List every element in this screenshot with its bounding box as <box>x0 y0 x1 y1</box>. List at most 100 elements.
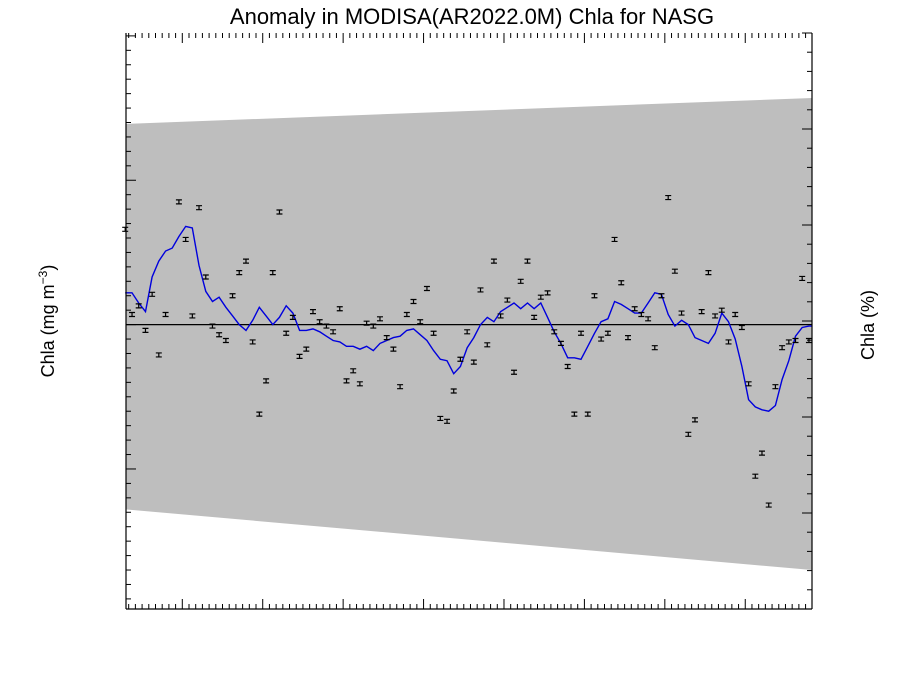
data-point <box>618 280 625 286</box>
data-point <box>544 290 551 296</box>
y-axis-left-label: Chla (mg m−3) <box>36 265 58 378</box>
data-point <box>135 303 142 309</box>
data-point <box>651 345 658 351</box>
data-point <box>189 313 196 319</box>
data-point <box>624 335 631 341</box>
data-point <box>276 209 283 215</box>
data-point <box>517 278 524 284</box>
data-point <box>350 368 357 374</box>
y-axis-left-label-superscript: −3 <box>36 270 50 284</box>
data-point <box>671 268 678 274</box>
data-point <box>785 339 792 345</box>
data-point <box>363 320 370 326</box>
data-point <box>343 378 350 384</box>
data-point <box>202 274 209 280</box>
data-point <box>584 411 591 417</box>
data-point <box>645 316 652 322</box>
data-point <box>685 431 692 437</box>
data-point <box>383 335 390 341</box>
data-point <box>557 340 564 346</box>
data-point <box>470 359 477 365</box>
data-point <box>571 411 578 417</box>
data-point <box>484 342 491 348</box>
data-point <box>129 311 136 318</box>
data-point <box>242 258 249 264</box>
y-axis-right-label: Chla (%) <box>858 290 878 360</box>
data-point <box>437 415 444 422</box>
data-point <box>390 346 397 352</box>
data-point <box>296 353 303 359</box>
data-point <box>430 330 437 336</box>
data-point <box>457 356 464 362</box>
data-point <box>738 324 745 331</box>
data-point <box>249 339 256 345</box>
data-point <box>376 316 383 322</box>
data-point <box>370 323 377 329</box>
data-point <box>142 327 149 333</box>
svg-text:Chla (mg m−3): Chla (mg m−3) <box>36 265 58 378</box>
data-point <box>718 307 725 313</box>
data-point <box>792 337 799 344</box>
series-line <box>125 225 812 412</box>
svg-text:Chla (%): Chla (%) <box>858 290 878 360</box>
data-point <box>182 236 189 243</box>
data-point <box>497 313 504 319</box>
data-point <box>423 285 430 292</box>
data-point <box>256 411 263 417</box>
data-point <box>289 314 296 320</box>
data-point <box>155 352 162 358</box>
data-point <box>196 205 203 211</box>
data-point <box>698 309 705 315</box>
y-axis-left-label-close: ) <box>38 265 58 271</box>
data-point <box>531 314 538 320</box>
data-point <box>511 369 518 375</box>
data-point <box>712 313 719 319</box>
data-point <box>303 346 310 352</box>
data-point <box>638 311 645 318</box>
data-point <box>631 306 638 312</box>
data-point <box>309 309 316 315</box>
data-point <box>551 329 558 335</box>
data-point <box>678 310 685 316</box>
data-point <box>330 329 337 335</box>
data-point <box>765 502 772 508</box>
data-point <box>444 418 451 424</box>
data-point <box>665 194 672 201</box>
data-point <box>598 336 605 342</box>
data-point <box>336 306 343 312</box>
data-point <box>772 384 779 390</box>
data-point <box>149 291 156 297</box>
chart-title: Anomaly in MODISA(AR2022.0M) Chla for NA… <box>230 4 714 29</box>
data-point <box>591 293 598 299</box>
data-point <box>604 330 611 336</box>
data-point <box>403 311 410 318</box>
data-point <box>236 270 243 276</box>
data-point <box>705 270 712 276</box>
data-point <box>464 329 471 335</box>
data-point <box>611 236 618 243</box>
data-point <box>263 378 270 384</box>
data-point <box>356 381 363 387</box>
data-point <box>417 319 424 325</box>
data-point <box>490 258 497 264</box>
plot-area <box>122 32 813 610</box>
data-point <box>524 258 531 264</box>
data-point <box>537 294 544 300</box>
y-axis-left-label-main: Chla (mg m <box>38 284 58 377</box>
data-point <box>504 297 511 303</box>
data-point <box>564 363 571 370</box>
data-point <box>323 323 330 329</box>
data-point <box>477 287 484 293</box>
data-point <box>732 311 739 318</box>
data-point <box>578 330 585 336</box>
data-point <box>269 270 276 276</box>
data-point <box>209 323 216 329</box>
data-point <box>691 417 698 423</box>
data-point <box>410 298 417 305</box>
data-point <box>799 275 806 282</box>
data-point <box>222 337 229 344</box>
data-point <box>162 311 169 318</box>
data-point <box>752 473 759 479</box>
data-point <box>758 450 765 456</box>
